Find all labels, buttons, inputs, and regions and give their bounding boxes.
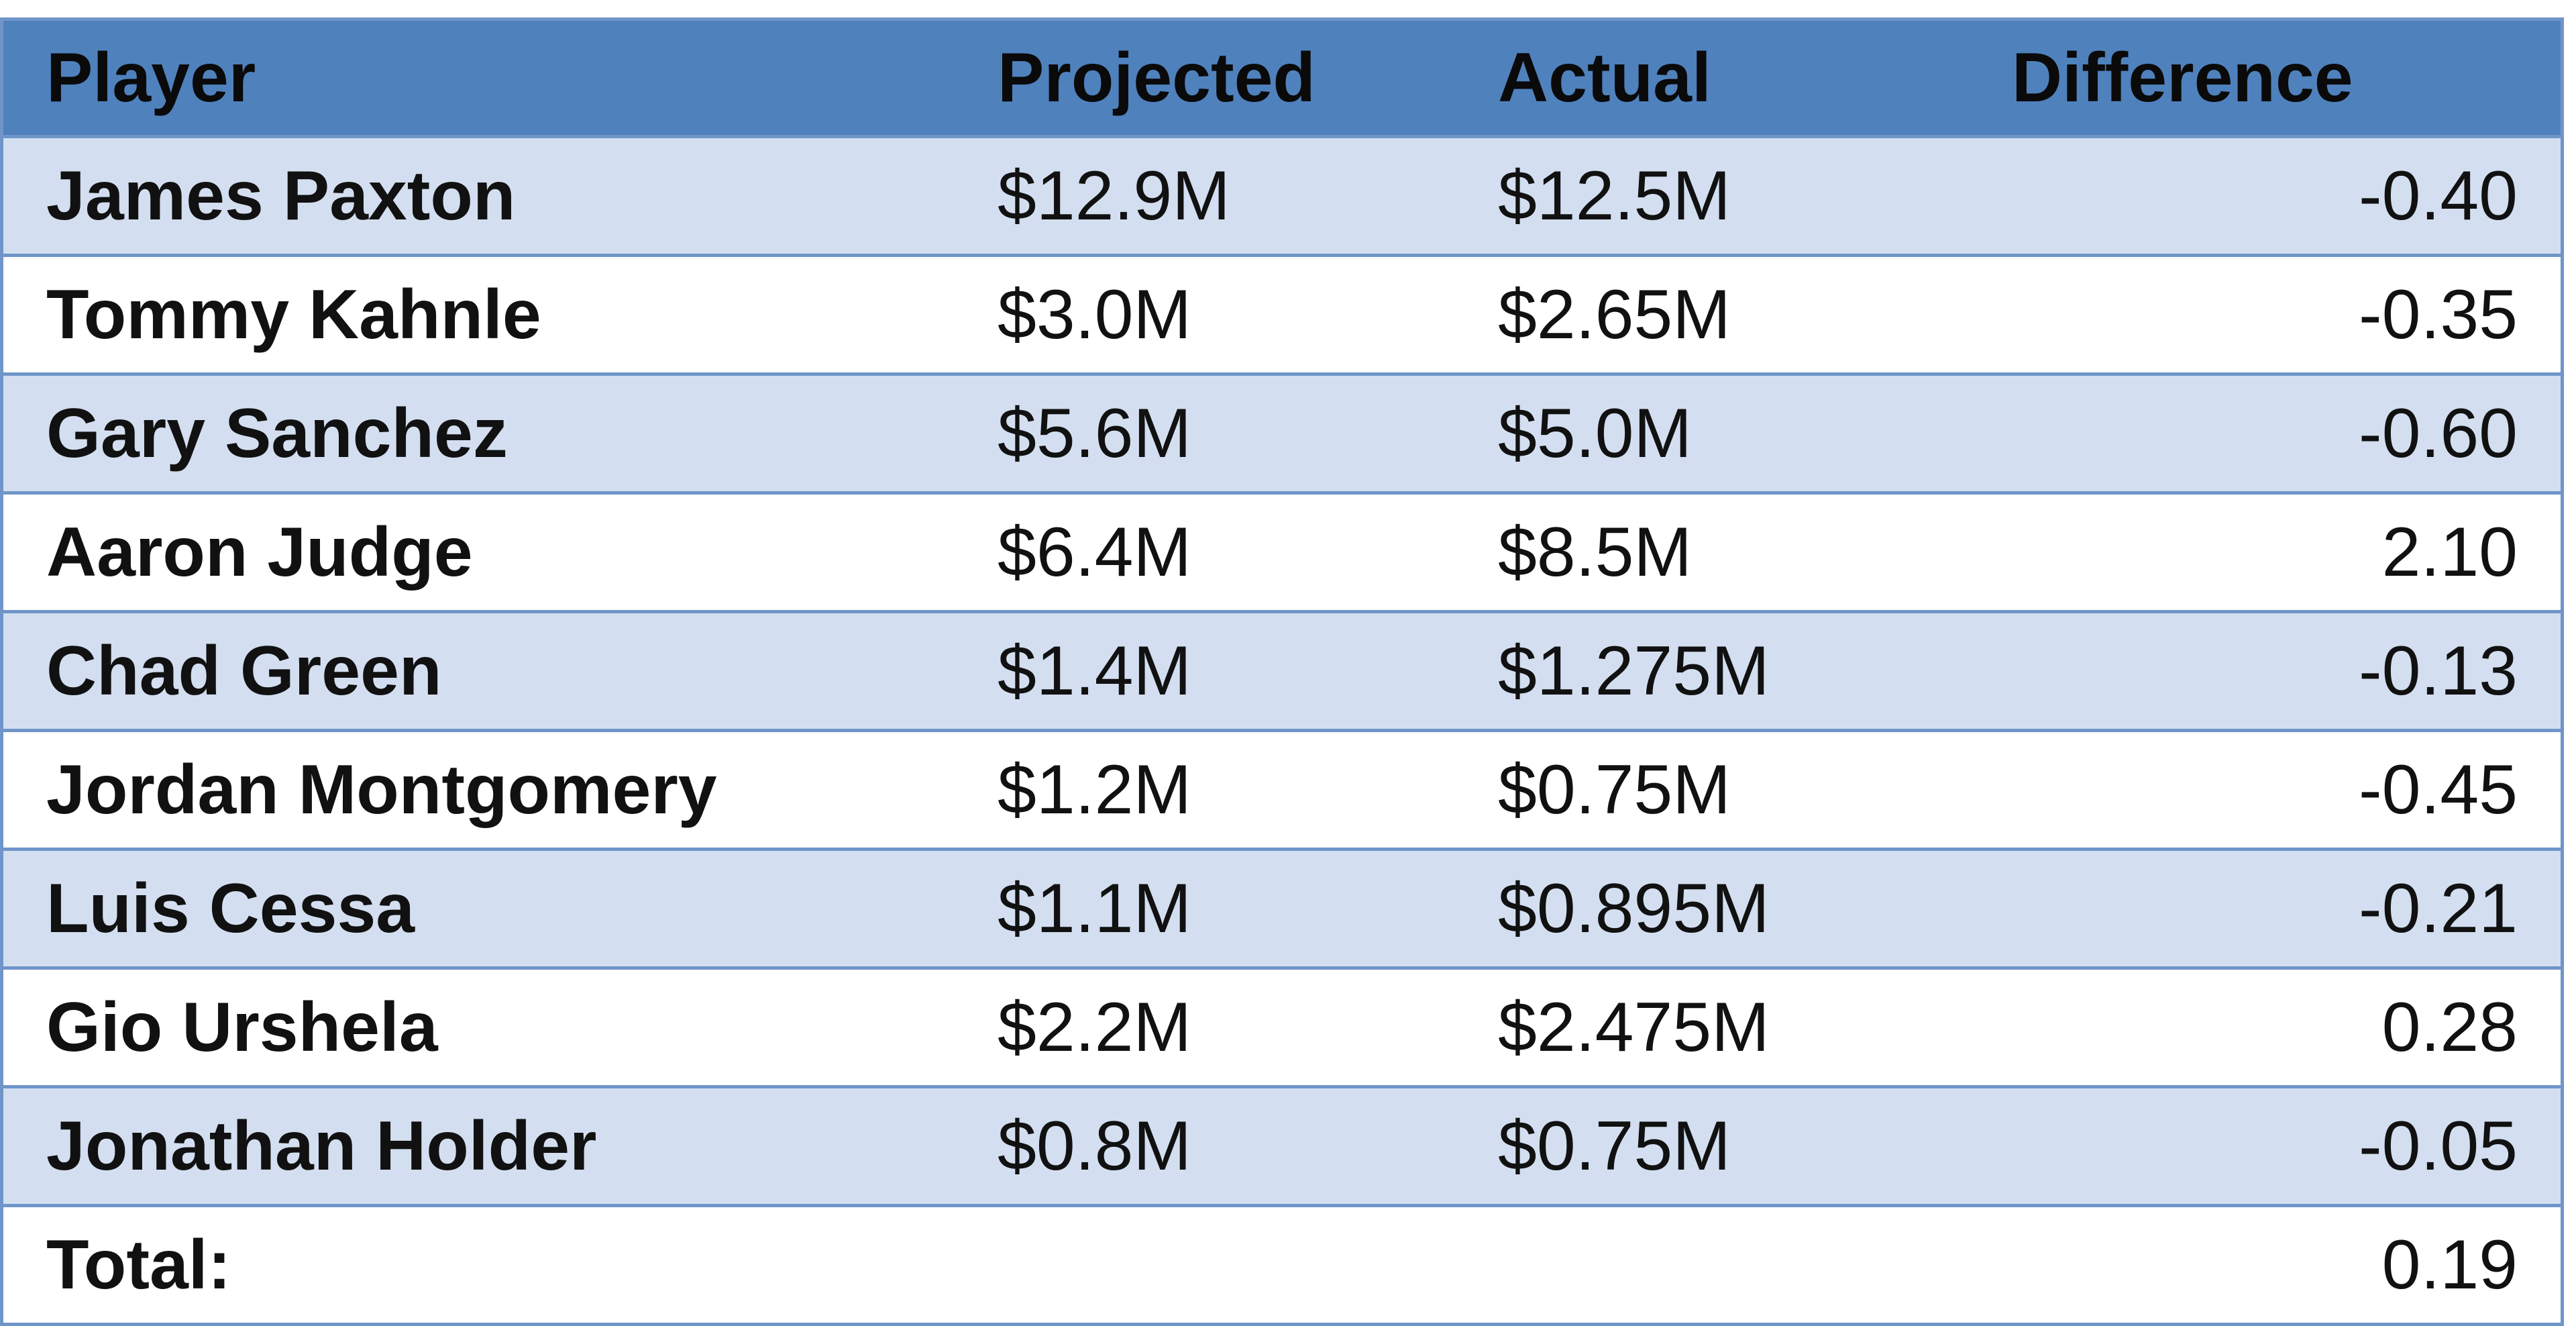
header-projected: Projected: [998, 21, 1498, 137]
cell-projected: $3.0M: [998, 254, 1498, 374]
cell-player: Chad Green: [3, 610, 998, 731]
cell-projected: $6.4M: [998, 491, 1498, 612]
header-difference: Difference: [2012, 21, 2561, 137]
table-header: Player Projected Actual Difference: [3, 21, 2561, 137]
table-row: Chad Green $1.4M $1.275M -0.13: [3, 610, 2561, 731]
cell-actual: $1.275M: [1498, 610, 2012, 731]
cell-player: Gio Urshela: [3, 966, 998, 1087]
table-row: Aaron Judge $6.4M $8.5M 2.10: [3, 491, 2561, 612]
table-row: Jordan Montgomery $1.2M $0.75M -0.45: [3, 729, 2561, 850]
header-player: Player: [3, 21, 998, 137]
cell-player: Gary Sanchez: [3, 372, 998, 493]
cell-player: Aaron Judge: [3, 491, 998, 612]
table-row: Luis Cessa $1.1M $0.895M -0.21: [3, 848, 2561, 968]
table-row: Gary Sanchez $5.6M $5.0M -0.60: [3, 372, 2561, 493]
cell-actual: $8.5M: [1498, 491, 2012, 612]
cell-difference: -0.35: [2012, 254, 2561, 374]
table-row: Jonathan Holder $0.8M $0.75M -0.05: [3, 1085, 2561, 1206]
cell-difference: -0.45: [2012, 729, 2561, 850]
cell-difference: -0.05: [2012, 1085, 2561, 1206]
cell-actual: $12.5M: [1498, 135, 2012, 256]
table-row: Gio Urshela $2.2M $2.475M 0.28: [3, 966, 2561, 1087]
header-row: Player Projected Actual Difference: [3, 21, 2561, 137]
salary-table-frame: Player Projected Actual Difference James…: [0, 17, 2564, 1326]
cell-player: Jonathan Holder: [3, 1085, 998, 1206]
total-label: Total:: [3, 1204, 998, 1323]
cell-actual: $0.75M: [1498, 729, 2012, 850]
table-row: James Paxton $12.9M $12.5M -0.40: [3, 135, 2561, 256]
table-row: Tommy Kahnle $3.0M $2.65M -0.35: [3, 254, 2561, 374]
cell-difference: -0.40: [2012, 135, 2561, 256]
cell-projected: $1.2M: [998, 729, 1498, 850]
cell-projected: $0.8M: [998, 1085, 1498, 1206]
cell-actual: $0.75M: [1498, 1085, 2012, 1206]
cell-difference: -0.21: [2012, 848, 2561, 968]
cell-projected: $12.9M: [998, 135, 1498, 256]
cell-projected: $1.1M: [998, 848, 1498, 968]
cell-actual: $2.65M: [1498, 254, 2012, 374]
cell-player: James Paxton: [3, 135, 998, 256]
total-projected: [998, 1204, 1498, 1323]
cell-actual: $5.0M: [1498, 372, 2012, 493]
total-actual: [1498, 1204, 2012, 1323]
cell-difference: 2.10: [2012, 491, 2561, 612]
total-difference: 0.19: [2012, 1204, 2561, 1323]
table-body: James Paxton $12.9M $12.5M -0.40 Tommy K…: [3, 135, 2561, 1323]
cell-player: Tommy Kahnle: [3, 254, 998, 374]
cell-player: Jordan Montgomery: [3, 729, 998, 850]
header-actual: Actual: [1498, 21, 2012, 137]
cell-projected: $5.6M: [998, 372, 1498, 493]
cell-projected: $2.2M: [998, 966, 1498, 1087]
cell-actual: $0.895M: [1498, 848, 2012, 968]
cell-player: Luis Cessa: [3, 848, 998, 968]
cell-difference: -0.60: [2012, 372, 2561, 493]
cell-difference: 0.28: [2012, 966, 2561, 1087]
salary-table: Player Projected Actual Difference James…: [3, 21, 2561, 1323]
cell-difference: -0.13: [2012, 610, 2561, 731]
total-row: Total: 0.19: [3, 1204, 2561, 1323]
cell-projected: $1.4M: [998, 610, 1498, 731]
cell-actual: $2.475M: [1498, 966, 2012, 1087]
